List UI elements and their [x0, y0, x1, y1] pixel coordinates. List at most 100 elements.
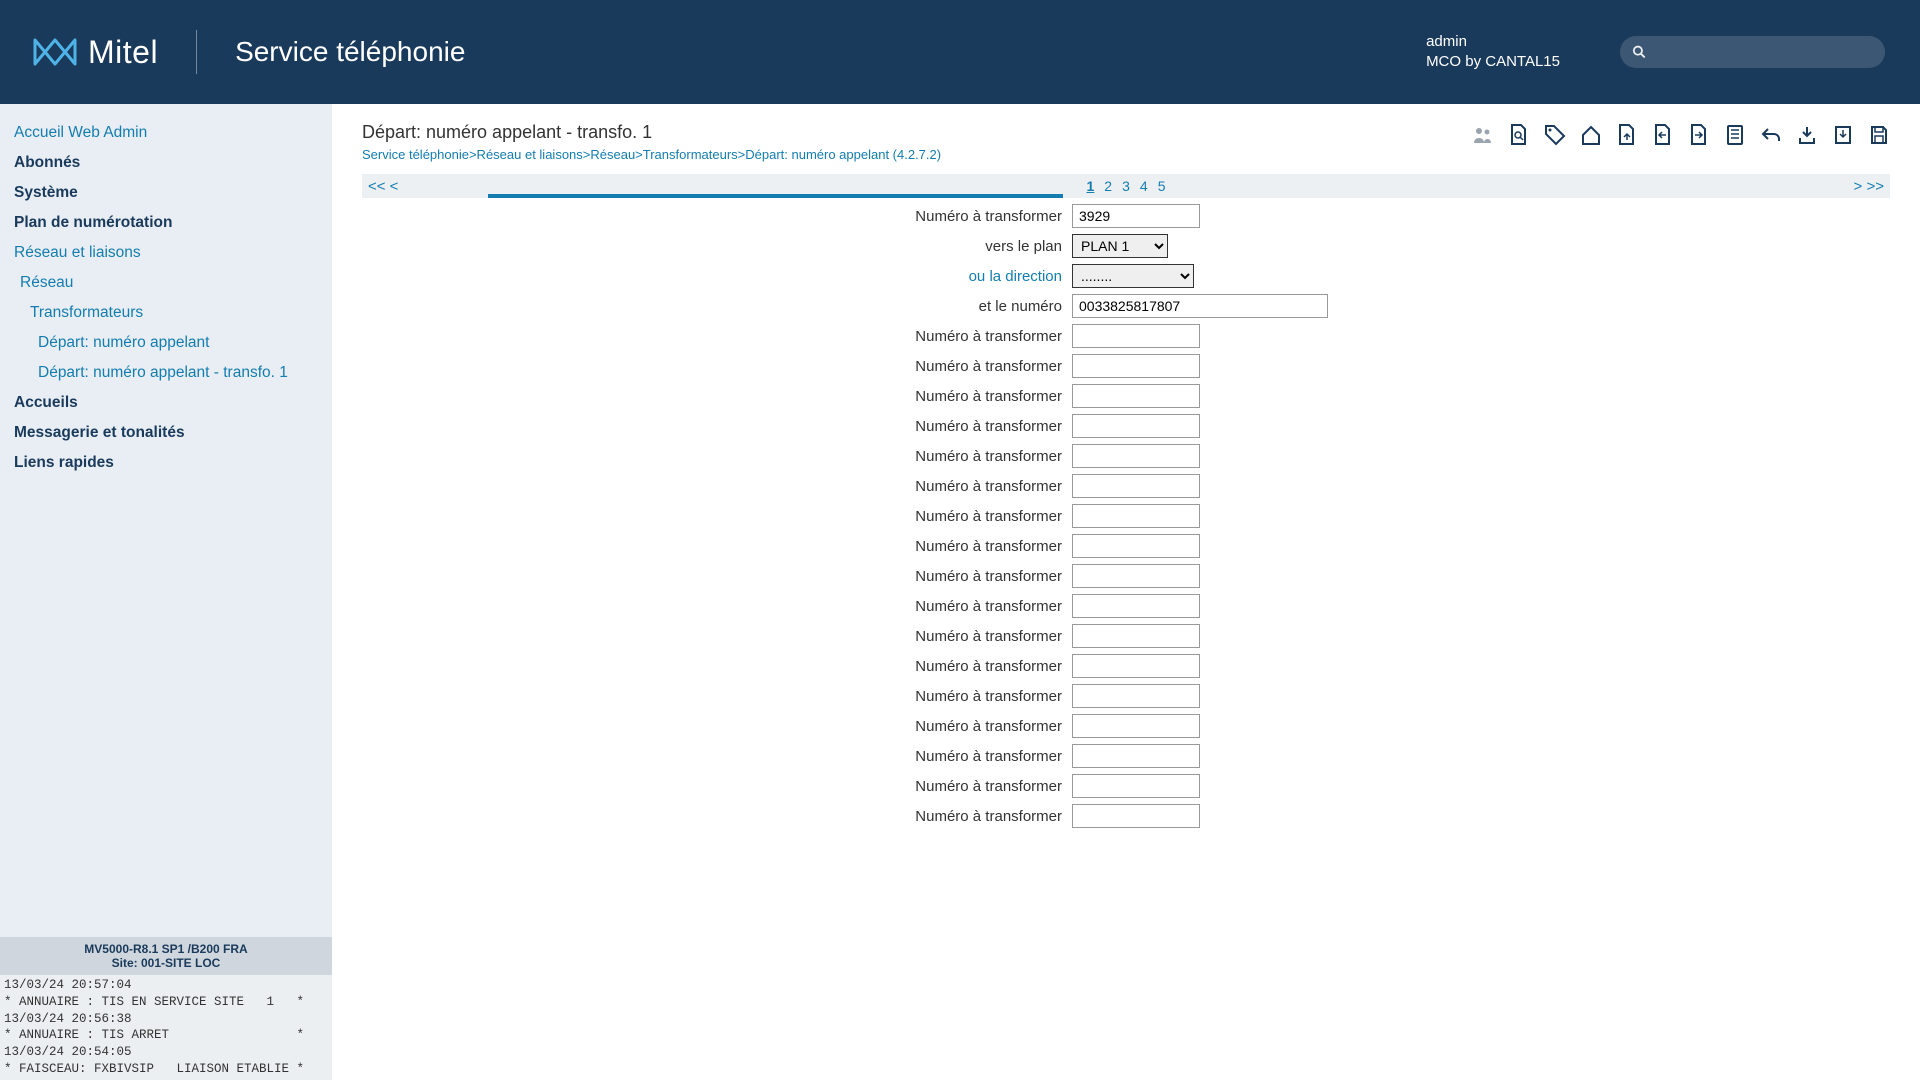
- label-numero-empty: Numéro à transformer: [362, 658, 1072, 675]
- label-numero-empty: Numéro à transformer: [362, 808, 1072, 825]
- sidebar-item[interactable]: Transformateurs: [0, 298, 332, 328]
- version-line: MV5000-R8.1 SP1 /B200 FRA: [0, 942, 332, 956]
- page-link[interactable]: 2: [1104, 178, 1112, 194]
- doc-right-icon[interactable]: [1688, 124, 1710, 146]
- pag-first-prev[interactable]: << <: [368, 178, 398, 195]
- row-numero-transformer-empty: Numéro à transformer: [362, 744, 1882, 768]
- home-icon[interactable]: [1580, 124, 1602, 146]
- app-header: Mitel Service téléphonie admin MCO by CA…: [0, 0, 1920, 104]
- sidebar-item[interactable]: Réseau et liaisons: [0, 238, 332, 268]
- main-content: Départ: numéro appelant - transfo. 1 Ser…: [332, 104, 1920, 1080]
- row-ou-direction: ou la direction ........: [362, 264, 1882, 288]
- input-numero-empty[interactable]: [1072, 684, 1200, 708]
- search-input[interactable]: [1655, 44, 1874, 60]
- label-numero-empty: Numéro à transformer: [362, 418, 1072, 435]
- page-link[interactable]: 3: [1122, 178, 1130, 194]
- site-line: Site: 001-SITE LOC: [0, 956, 332, 970]
- input-numero-empty[interactable]: [1072, 474, 1200, 498]
- input-numero-empty[interactable]: [1072, 714, 1200, 738]
- tag-icon[interactable]: [1544, 124, 1566, 146]
- doc-left-icon[interactable]: [1652, 124, 1674, 146]
- row-numero-transformer-empty: Numéro à transformer: [362, 714, 1882, 738]
- input-numero-empty[interactable]: [1072, 744, 1200, 768]
- tray-down-icon[interactable]: [1796, 124, 1818, 146]
- input-et-numero[interactable]: [1072, 294, 1328, 318]
- row-numero-transformer-empty: Numéro à transformer: [362, 654, 1882, 678]
- row-numero-transformer-empty: Numéro à transformer: [362, 534, 1882, 558]
- input-numero-empty[interactable]: [1072, 414, 1200, 438]
- row-vers-plan: vers le plan PLAN 1: [362, 234, 1882, 258]
- header-separator: [196, 30, 197, 74]
- label-numero-empty: Numéro à transformer: [362, 538, 1072, 555]
- input-numero-empty[interactable]: [1072, 654, 1200, 678]
- sidebar-item[interactable]: Réseau: [0, 268, 332, 298]
- brand-name: Mitel: [88, 34, 158, 71]
- pag-pages: 12345: [1087, 178, 1166, 194]
- label-numero-empty: Numéro à transformer: [362, 628, 1072, 645]
- page-link[interactable]: 4: [1140, 178, 1148, 194]
- input-numero-empty[interactable]: [1072, 624, 1200, 648]
- log-line: * ANNUAIRE : TIS EN SERVICE SITE 1 *: [4, 994, 328, 1011]
- label-numero-empty: Numéro à transformer: [362, 568, 1072, 585]
- row-numero-transformer-empty: Numéro à transformer: [362, 354, 1882, 378]
- users-icon[interactable]: [1472, 124, 1494, 146]
- label-numero-empty: Numéro à transformer: [362, 478, 1072, 495]
- sidebar-item[interactable]: Accueil Web Admin: [0, 118, 332, 148]
- sidebar-item[interactable]: Liens rapides: [0, 448, 332, 478]
- label-numero-empty: Numéro à transformer: [362, 718, 1072, 735]
- select-plan[interactable]: PLAN 1: [1072, 234, 1168, 258]
- select-direction[interactable]: ........: [1072, 264, 1194, 288]
- input-numero-empty[interactable]: [1072, 444, 1200, 468]
- row-numero-transformer-empty: Numéro à transformer: [362, 564, 1882, 588]
- label-numero-empty: Numéro à transformer: [362, 748, 1072, 765]
- sidebar-item[interactable]: Départ: numéro appelant: [0, 328, 332, 358]
- row-numero-transformer-empty: Numéro à transformer: [362, 414, 1882, 438]
- row-numero-transformer-empty: Numéro à transformer: [362, 444, 1882, 468]
- row-numero-transformer-empty: Numéro à transformer: [362, 324, 1882, 348]
- input-numero-empty[interactable]: [1072, 594, 1200, 618]
- log-panel: 13/03/24 20:57:04* ANNUAIRE : TIS EN SER…: [0, 975, 332, 1080]
- label-numero-empty: Numéro à transformer: [362, 598, 1072, 615]
- search-box[interactable]: [1620, 36, 1885, 68]
- undo-icon[interactable]: [1760, 124, 1782, 146]
- label-numero-empty: Numéro à transformer: [362, 358, 1072, 375]
- input-numero-empty[interactable]: [1072, 354, 1200, 378]
- sidebar-footer: MV5000-R8.1 SP1 /B200 FRA Site: 001-SITE…: [0, 937, 332, 975]
- progress-stripe: [488, 194, 1063, 198]
- label-et-numero: et le numéro: [362, 298, 1072, 315]
- input-numero-empty[interactable]: [1072, 804, 1200, 828]
- label-ou-direction[interactable]: ou la direction: [362, 268, 1072, 285]
- page-link[interactable]: 1: [1087, 178, 1095, 194]
- save-icon[interactable]: [1868, 124, 1890, 146]
- sidebar-item[interactable]: Messagerie et tonalités: [0, 418, 332, 448]
- label-numero-empty: Numéro à transformer: [362, 778, 1072, 795]
- input-numero-empty[interactable]: [1072, 384, 1200, 408]
- search-doc-icon[interactable]: [1508, 124, 1530, 146]
- pag-next-last[interactable]: > >>: [1854, 178, 1884, 195]
- log-line: 13/03/24 20:54:05: [4, 1044, 328, 1061]
- mitel-logo-icon: [30, 32, 80, 72]
- page-link[interactable]: 5: [1158, 178, 1166, 194]
- input-numero-empty[interactable]: [1072, 774, 1200, 798]
- doc-up-icon[interactable]: [1616, 124, 1638, 146]
- input-numero-empty[interactable]: [1072, 564, 1200, 588]
- row-numero-transformer-1: Numéro à transformer: [362, 204, 1882, 228]
- label-numero-empty: Numéro à transformer: [362, 688, 1072, 705]
- breadcrumb: Service téléphonie>Réseau et liaisons>Ré…: [362, 147, 941, 162]
- user-info: admin MCO by CANTAL15: [1426, 32, 1560, 71]
- input-numero-empty[interactable]: [1072, 534, 1200, 558]
- sidebar-item[interactable]: Accueils: [0, 388, 332, 418]
- service-title: Service téléphonie: [235, 36, 465, 68]
- input-numero-empty[interactable]: [1072, 504, 1200, 528]
- label-numero-empty: Numéro à transformer: [362, 328, 1072, 345]
- sidebar-item[interactable]: Abonnés: [0, 148, 332, 178]
- row-numero-transformer-empty: Numéro à transformer: [362, 624, 1882, 648]
- row-numero-transformer-empty: Numéro à transformer: [362, 384, 1882, 408]
- sidebar-item[interactable]: Départ: numéro appelant - transfo. 1: [0, 358, 332, 388]
- input-numero-empty[interactable]: [1072, 324, 1200, 348]
- sidebar-item[interactable]: Plan de numérotation: [0, 208, 332, 238]
- input-numero-1[interactable]: [1072, 204, 1200, 228]
- list-icon[interactable]: [1724, 124, 1746, 146]
- download-icon[interactable]: [1832, 124, 1854, 146]
- sidebar-item[interactable]: Système: [0, 178, 332, 208]
